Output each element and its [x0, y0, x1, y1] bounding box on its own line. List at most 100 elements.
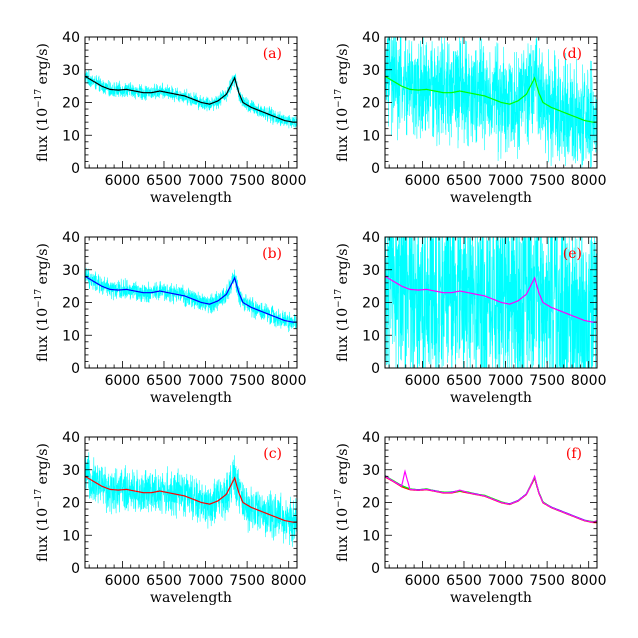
y-tick-label: 10 — [362, 128, 380, 144]
x-tick-label: 6000 — [105, 373, 141, 389]
x-tick-label: 8000 — [571, 573, 607, 589]
x-tick-label: 7500 — [529, 373, 565, 389]
y-axis-label: flux (10−17 erg/s) — [34, 443, 51, 562]
x-tick-label: 7000 — [488, 573, 524, 589]
noisy-spectrum — [85, 69, 297, 129]
y-tick-label: 0 — [71, 361, 80, 377]
x-tick-label: 8000 — [271, 573, 307, 589]
y-tick-label: 40 — [62, 30, 80, 46]
plot-area — [85, 452, 297, 547]
fit-line-2 — [385, 476, 597, 524]
y-tick-label: 0 — [371, 161, 380, 177]
y-tick-label: 40 — [62, 230, 80, 246]
y-tick-label: 10 — [62, 128, 80, 144]
plot-area — [85, 267, 297, 333]
x-axis-label: wavelength — [150, 190, 232, 206]
x-tick-label: 7500 — [229, 173, 265, 189]
y-axis-label: flux (10−17 erg/s) — [334, 243, 351, 362]
x-tick-label: 6500 — [146, 173, 182, 189]
noisy-spectrum — [85, 452, 297, 547]
y-tick-label: 20 — [362, 496, 380, 512]
fit-line — [385, 275, 597, 323]
x-tick-label: 6500 — [146, 573, 182, 589]
x-tick-label: 7500 — [229, 573, 265, 589]
x-axis-label: wavelength — [150, 590, 232, 606]
x-tick-label: 6000 — [405, 373, 441, 389]
y-axis-label: flux (10−17 erg/s) — [34, 243, 51, 362]
y-tick-label: 30 — [362, 463, 380, 479]
y-tick-label: 0 — [371, 361, 380, 377]
y-tick-label: 40 — [62, 430, 80, 446]
x-tick-label: 8000 — [571, 173, 607, 189]
panel-a: 6000 6500 7000 7500 8000 0 10 20 30 40 wavelength f… — [34, 30, 307, 206]
x-tick-label: 6000 — [105, 573, 141, 589]
x-tick-label: 7000 — [488, 373, 524, 389]
fit-line — [85, 275, 297, 323]
panel-letter: (d) — [562, 46, 582, 62]
panel-letter: (b) — [262, 246, 282, 262]
x-axis-label: wavelength — [450, 190, 532, 206]
fit-line — [85, 475, 297, 523]
y-tick-label: 30 — [362, 63, 380, 79]
x-tick-label: 7500 — [529, 573, 565, 589]
x-axis-label: wavelength — [150, 390, 232, 406]
panel-letter: (e) — [563, 246, 582, 262]
plot-area — [385, 237, 597, 368]
y-tick-label: 0 — [371, 561, 380, 577]
x-tick-label: 6000 — [405, 173, 441, 189]
x-tick-label: 8000 — [571, 373, 607, 389]
fit-line — [85, 75, 297, 123]
y-tick-label: 40 — [362, 30, 380, 46]
x-tick-label: 6500 — [146, 373, 182, 389]
x-tick-label: 8000 — [271, 373, 307, 389]
noisy-spectrum — [385, 237, 597, 368]
x-axis-label: wavelength — [450, 390, 532, 406]
panel-e: 6000 6500 7000 7500 8000 0 10 20 30 40 wavelength f… — [334, 230, 607, 406]
y-tick-label: 0 — [71, 561, 80, 577]
y-tick-label: 30 — [62, 63, 80, 79]
x-tick-label: 7500 — [229, 373, 265, 389]
y-tick-label: 40 — [362, 230, 380, 246]
x-axis-label: wavelength — [450, 590, 532, 606]
y-tick-label: 20 — [362, 96, 380, 112]
y-tick-label: 20 — [362, 296, 380, 312]
noisy-spectrum — [85, 267, 297, 333]
panel-letter: (a) — [263, 46, 282, 62]
plot-area — [85, 69, 297, 129]
y-tick-label: 30 — [362, 263, 380, 279]
x-tick-label: 6500 — [446, 573, 482, 589]
panel-b: 6000 6500 7000 7500 8000 0 10 20 30 40 wavelength f… — [34, 230, 307, 406]
x-tick-label: 7000 — [188, 373, 224, 389]
x-tick-label: 6500 — [446, 373, 482, 389]
x-tick-label: 6000 — [105, 173, 141, 189]
x-tick-label: 7000 — [488, 173, 524, 189]
y-tick-label: 10 — [362, 328, 380, 344]
y-tick-label: 40 — [362, 430, 380, 446]
x-tick-label: 7500 — [529, 173, 565, 189]
panel-f: 6000 6500 7000 7500 8000 0 10 20 30 40 wavelength f… — [334, 430, 607, 606]
panel-letter: (c) — [263, 446, 282, 462]
y-tick-label: 10 — [362, 528, 380, 544]
x-tick-label: 7000 — [188, 173, 224, 189]
y-tick-label: 10 — [62, 528, 80, 544]
y-tick-label: 0 — [71, 161, 80, 177]
x-tick-label: 8000 — [271, 173, 307, 189]
panel-letter: (f) — [566, 446, 582, 462]
y-tick-label: 20 — [62, 496, 80, 512]
fit-line — [385, 75, 597, 123]
y-tick-label: 30 — [62, 263, 80, 279]
x-tick-label: 6000 — [405, 573, 441, 589]
x-tick-label: 7000 — [188, 573, 224, 589]
plot-area — [385, 37, 597, 168]
y-tick-label: 20 — [62, 296, 80, 312]
plot-area — [385, 469, 597, 524]
fit-line-4 — [385, 469, 597, 523]
panel-c: 6000 6500 7000 7500 8000 0 10 20 30 40 wavelength f… — [34, 430, 307, 606]
y-axis-label: flux (10−17 erg/s) — [34, 43, 51, 162]
y-tick-label: 10 — [62, 328, 80, 344]
y-tick-label: 20 — [62, 96, 80, 112]
panel-d: 6000 6500 7000 7500 8000 0 10 20 30 40 wavelength f… — [334, 30, 607, 206]
y-axis-label: flux (10−17 erg/s) — [334, 43, 351, 162]
y-tick-label: 30 — [62, 463, 80, 479]
